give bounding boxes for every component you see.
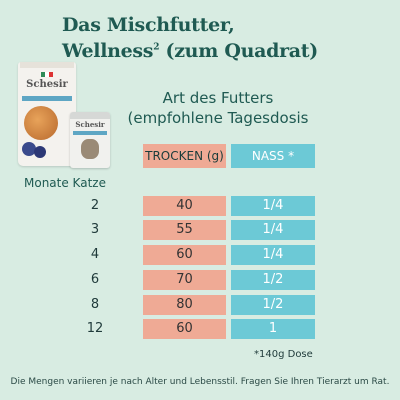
can-size-footnote: *140g Dose xyxy=(254,349,313,360)
blueberry-icon xyxy=(34,146,46,158)
table-row: 3 55 1/4 xyxy=(0,220,400,240)
header-line-2: (empfohlene Tagesdosis xyxy=(127,109,309,127)
food-bag: Schesir xyxy=(18,62,76,166)
row-wet-amount: 1/4 xyxy=(231,245,315,265)
food-can: Schesir xyxy=(70,112,110,168)
title-superscript: 2 xyxy=(153,42,160,53)
italian-flag-icon xyxy=(41,72,53,77)
table-row: 8 80 1/2 xyxy=(0,295,400,315)
table-row: 4 60 1/4 xyxy=(0,245,400,265)
row-wet-amount: 1/4 xyxy=(231,220,315,240)
title-wellness: Wellness xyxy=(62,40,154,62)
row-age: 2 xyxy=(90,198,100,213)
row-wet-amount: 1 xyxy=(231,319,315,339)
row-dry-amount: 70 xyxy=(143,270,226,290)
age-column-label: Monate Katze xyxy=(24,176,106,190)
row-age: 4 xyxy=(90,247,100,262)
food-type-header: Art des Futters (empfohlene Tagesdosis xyxy=(112,88,324,128)
bag-brand-logo: Schesir xyxy=(26,79,68,90)
blueberry-icon xyxy=(22,142,36,156)
column-header-dry: TROCKEN (g) xyxy=(143,144,226,168)
row-dry-amount: 80 xyxy=(143,295,226,315)
disclaimer-text: Die Mengen variieren je nach Alter und L… xyxy=(10,377,390,387)
row-dry-amount: 60 xyxy=(143,319,226,339)
table-row: 6 70 1/2 xyxy=(0,270,400,290)
bag-seal xyxy=(20,62,74,68)
can-lid xyxy=(70,112,110,119)
page-title: Das Mischfutter, Wellness2 (zum Quadrat) xyxy=(62,12,392,64)
row-wet-amount: 1/2 xyxy=(231,270,315,290)
row-wet-amount: 1/4 xyxy=(231,196,315,216)
row-dry-amount: 55 xyxy=(143,220,226,240)
product-image: Schesir Schesir xyxy=(18,62,123,170)
title-rest: (zum Quadrat) xyxy=(159,40,319,62)
table-row: 2 40 1/4 xyxy=(0,196,400,216)
row-age: 6 xyxy=(90,272,100,287)
row-dry-amount: 40 xyxy=(143,196,226,216)
can-brand-logo: Schesir xyxy=(75,120,105,129)
bag-cat-image xyxy=(24,106,58,140)
row-age: 12 xyxy=(86,321,104,336)
row-age: 8 xyxy=(90,297,100,312)
row-dry-amount: 60 xyxy=(143,245,226,265)
header-line-1: Art des Futters xyxy=(162,89,274,107)
can-label-band xyxy=(73,131,107,135)
bag-label-band xyxy=(22,96,72,101)
title-line-2: Wellness2 (zum Quadrat) xyxy=(62,38,392,64)
row-wet-amount: 1/2 xyxy=(231,295,315,315)
column-header-wet: NASS * xyxy=(231,144,315,168)
row-age: 3 xyxy=(90,222,100,237)
table-row: 12 60 1 xyxy=(0,319,400,339)
title-line-1: Das Mischfutter, xyxy=(62,14,235,36)
can-cat-image xyxy=(81,139,99,159)
